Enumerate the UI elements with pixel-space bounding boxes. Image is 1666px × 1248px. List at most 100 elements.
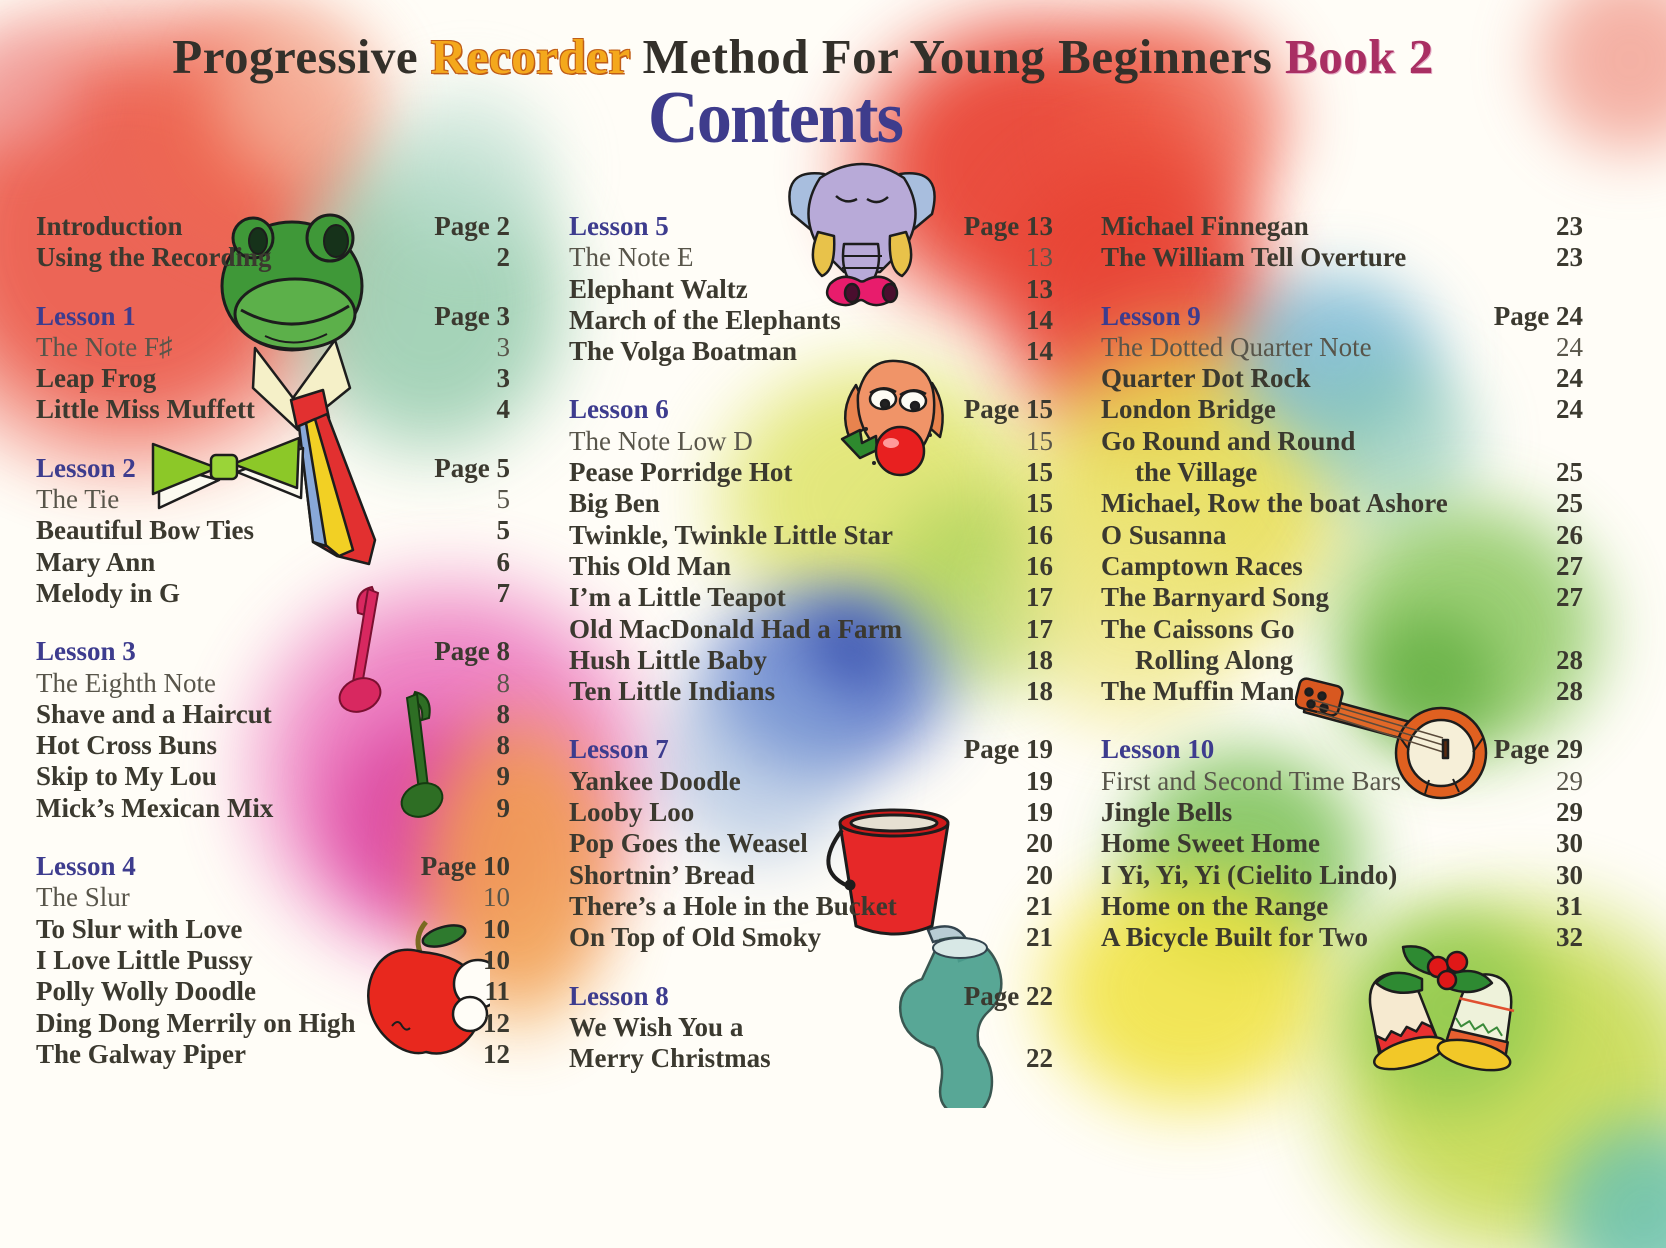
entry-page: 3 [496,331,511,362]
toc-entry-row: The Muffin Man 28 [1101,676,1583,707]
lesson-heading-row: Lesson 4 Page 10 [36,851,510,882]
toc-entry-row: Quarter Dot Rock 24 [1101,363,1583,394]
entry-title: First and Second Time Bars [1101,765,1402,796]
toc-entry-row: Jingle Bells 29 [1101,797,1583,828]
toc-entry-row: Mick’s Mexican Mix 9 [36,793,510,824]
entry-page: 19 [1026,797,1053,828]
entry-title: We Wish You a [569,1011,744,1042]
entry-title: O Susanna [1101,519,1227,550]
toc-entry-row: The Volga Boatman 14 [569,336,1053,367]
toc-entry-row: Michael Finnegan 23 [1101,211,1583,242]
section-gap [36,609,510,636]
entry-title: Lesson 7 [569,734,669,765]
entry-page: 24 [1556,394,1583,425]
entry-title: The Slur [36,882,130,913]
entry-page: 5 [496,484,511,515]
toc-entry-row: First and Second Time Bars 29 [1101,766,1583,797]
toc-entry-row: Rolling Along 28 [1101,645,1583,676]
entry-page: Page 29 [1493,734,1583,765]
entry-page: 2 [496,242,511,273]
entry-title: A Bicycle Built for Two [1101,922,1368,953]
entry-page: 9 [496,792,511,823]
entry-page: 10 [483,913,510,944]
toc-entry-row: Beautiful Bow Ties 5 [36,515,510,546]
toc-entry-row: The Caissons Go [1101,614,1583,645]
entry-page: Page 5 [434,452,510,483]
entry-page: 8 [496,698,511,729]
entry-title: Lesson 4 [36,851,136,882]
toc-entry-row: Elephant Waltz 13 [569,274,1053,305]
lesson-heading-row: Lesson 9 Page 24 [1101,301,1583,332]
entry-title: The Eighth Note [36,667,216,698]
entry-page: Page 10 [420,851,510,882]
entry-page: 28 [1556,644,1583,675]
entry-page: 31 [1556,890,1583,921]
entry-page: 18 [1026,676,1053,707]
entry-title: Quarter Dot Rock [1101,363,1311,394]
entry-title: The Note E [569,242,694,273]
entry-page: 28 [1556,676,1583,707]
entry-page: 8 [496,667,511,698]
entry-page: 8 [496,730,511,761]
entry-page: 20 [1026,859,1053,890]
toc-entry-row: The Note Low D 15 [569,426,1053,457]
entry-title: Lesson 2 [36,452,136,483]
entry-page: 17 [1026,613,1053,644]
entry-page: Page 3 [434,300,510,331]
entry-page: 9 [496,761,511,792]
contents-column-3: Michael Finnegan 23 The William Tell Overt… [1101,211,1583,954]
toc-entry-row: O Susanna 26 [1101,520,1583,551]
entry-page: 6 [496,546,511,577]
toc-entry-row: There’s a Hole in the Bucket 21 [569,891,1053,922]
entry-page: 15 [1026,425,1053,456]
entry-page: 21 [1026,890,1053,921]
entry-title: The Caissons Go [1101,613,1295,644]
entry-title: To Slur with Love [36,913,243,944]
entry-title: the Village [1135,457,1258,488]
entry-title: The Volga Boatman [569,336,798,367]
toc-entry-row: Home Sweet Home 30 [1101,828,1583,859]
entry-title: London Bridge [1101,394,1276,425]
entry-page: 30 [1556,859,1583,890]
toc-entry-row: The William Tell Overture 23 [1101,242,1583,273]
entry-title: Lesson 9 [1101,300,1201,331]
entry-page: Page 2 [434,211,510,241]
entry-page: 32 [1556,922,1583,953]
entry-page: 30 [1556,828,1583,859]
entry-title: Home on the Range [1101,890,1329,921]
entry-title: Melody in G [36,577,181,608]
entry-page: Page 19 [963,734,1053,765]
entry-page: 12 [483,1007,510,1038]
entry-title: Shortnin’ Bread [569,859,755,890]
entry-title: Yankee Doodle [569,765,741,796]
toc-entry-row: This Old Man 16 [569,551,1053,582]
contents-column-2: Lesson 5 Page 13 The Note E 13 Elephant Walt… [569,211,1053,1074]
entry-page: 10 [483,944,510,975]
entry-page: 24 [1556,331,1583,362]
toc-entry-row: Mary Ann 6 [36,547,510,578]
entry-page: 29 [1556,765,1583,796]
entry-title: The Barnyard Song [1101,582,1330,613]
entry-page: 7 [496,577,511,608]
entry-title: On Top of Old Smoky [569,922,822,953]
entry-title: Mick’s Mexican Mix [36,792,274,823]
entry-title: Pease Porridge Hot [569,457,793,488]
entry-title: Pop Goes the Weasel [569,828,808,859]
entry-page: 3 [496,363,511,394]
toc-entry-row: The Note E 13 [569,242,1053,273]
section-gap [569,367,1053,394]
toc-entry-row: I’m a Little Teapot 17 [569,582,1053,613]
watercolor-splash [1525,1095,1666,1248]
toc-entry-row: Home on the Range 31 [1101,891,1583,922]
toc-entry-row: Hush Little Baby 18 [569,645,1053,676]
toc-entry-row: Leap Frog 3 [36,363,510,394]
toc-entry-row: Merry Christmas 22 [569,1043,1053,1074]
toc-entry-row: To Slur with Love 10 [36,914,510,945]
lesson-heading-row: Lesson 6 Page 15 [569,394,1053,425]
entry-title: Lesson 3 [36,636,136,667]
toc-entry-row: On Top of Old Smoky 21 [569,922,1053,953]
entry-title: Lesson 8 [569,980,669,1011]
toc-entry-row: Introduction Page 2 [36,211,510,242]
entry-page: 5 [496,515,511,546]
